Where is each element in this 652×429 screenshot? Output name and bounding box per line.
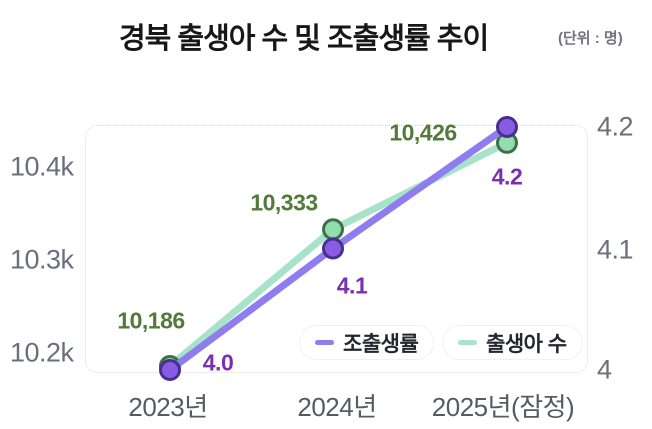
rate-data-point-1[interactable] bbox=[322, 237, 344, 260]
legend-item-births[interactable]: 출생아 수 bbox=[442, 325, 583, 360]
x-axis-label-2023: 2023년 bbox=[128, 392, 208, 422]
rate-data-point-2[interactable] bbox=[496, 116, 518, 138]
plot-area-border bbox=[85, 125, 588, 373]
right-axis-tick-4: 4 bbox=[597, 354, 612, 385]
chart-title: 경북 출생아 수 및 조출생률 추이 bbox=[119, 23, 489, 55]
legend-births-label: 출생아 수 bbox=[486, 332, 567, 356]
births-value-label-2023: 10,186 bbox=[117, 307, 185, 334]
right-axis-tick-4_2: 4.2 bbox=[597, 111, 634, 142]
legend-item-rate[interactable]: 조출생률 bbox=[299, 325, 435, 360]
births-value-label-2025: 10,426 bbox=[389, 119, 457, 146]
rate-value-label-2025: 4.2 bbox=[491, 163, 523, 190]
left-axis-tick-10_2k: 10.2k bbox=[10, 337, 74, 368]
rate-value-label-2023: 4.0 bbox=[202, 349, 234, 376]
x-axis-label-2024: 2024년 bbox=[297, 392, 377, 422]
left-axis-tick-10_4k: 10.4k bbox=[10, 151, 74, 182]
births-legend-dash-icon bbox=[458, 340, 477, 345]
x-axis-label-2025: 2025년(잠정) bbox=[431, 392, 575, 422]
unit-label: (단위 : 명) bbox=[558, 30, 623, 47]
rate-legend-dash-icon bbox=[315, 340, 334, 345]
rate-value-label-2024: 4.1 bbox=[336, 272, 368, 299]
left-axis-tick-10_3k: 10.3k bbox=[10, 244, 74, 275]
legend-rate-label: 조출생률 bbox=[343, 332, 419, 356]
births-value-label-2024: 10,333 bbox=[250, 189, 318, 216]
rate-data-point-0[interactable] bbox=[159, 359, 181, 381]
right-axis-tick-4_1: 4.1 bbox=[597, 234, 634, 265]
births-data-point-1[interactable] bbox=[322, 218, 344, 241]
